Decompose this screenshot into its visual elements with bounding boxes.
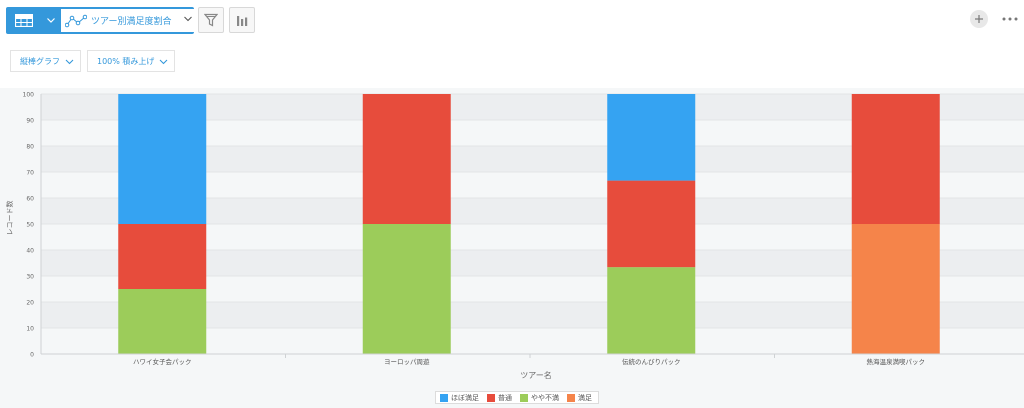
legend-item[interactable]: やや不満 bbox=[520, 393, 559, 403]
legend-swatch bbox=[487, 393, 495, 402]
bar-segment[interactable] bbox=[607, 267, 696, 354]
graph-button[interactable] bbox=[229, 7, 255, 33]
bar-segment[interactable] bbox=[607, 180, 696, 268]
more-icon bbox=[1002, 17, 1018, 21]
legend-item[interactable]: ほぼ満足 bbox=[440, 393, 479, 403]
table-icon bbox=[15, 14, 33, 27]
y-tick-label: 60 bbox=[26, 196, 34, 203]
view-select[interactable]: ツアー別満足度割合 bbox=[61, 9, 197, 32]
y-axis-label: レコード数 bbox=[5, 201, 14, 236]
filter-button[interactable] bbox=[198, 7, 224, 33]
bar-segment[interactable] bbox=[851, 94, 940, 224]
y-tick-label: 100 bbox=[23, 92, 35, 99]
chevron-down-icon bbox=[159, 59, 168, 65]
legend-label: ほぼ満足 bbox=[451, 393, 479, 402]
toolbar: ツアー別満足度割合 bbox=[0, 0, 1024, 40]
y-tick-label: 20 bbox=[26, 300, 34, 307]
y-tick-label: 0 bbox=[30, 352, 34, 359]
legend-swatch bbox=[567, 393, 575, 402]
y-tick-label: 40 bbox=[26, 248, 34, 255]
more-options-button[interactable] bbox=[1000, 10, 1020, 28]
line-graph-icon bbox=[65, 14, 87, 27]
chart-type-label: 縦棒グラフ bbox=[20, 56, 60, 66]
chart-legend: ほぼ満足 普通 やや不満 満足 bbox=[435, 391, 599, 404]
y-tick-label: 50 bbox=[26, 222, 34, 229]
view-type-dropdown[interactable] bbox=[42, 7, 60, 34]
bar-chart-icon bbox=[237, 16, 248, 26]
legend-swatch bbox=[520, 393, 528, 402]
stack-mode-dropdown[interactable]: 100% 積み上げ bbox=[87, 50, 175, 72]
legend-label: やや不満 bbox=[531, 393, 559, 402]
view-name: ツアー別満足度割合 bbox=[91, 17, 172, 27]
bar-segment[interactable] bbox=[362, 94, 451, 224]
bar-segment[interactable] bbox=[118, 94, 207, 224]
stack-mode-label: 100% 積み上げ bbox=[97, 56, 155, 66]
chevron-down-icon bbox=[47, 18, 55, 23]
stacked-bar-chart: 0 10 20 30 40 50 60 70 80 90 100 ハワイ女子会パック ヨーロッパ周遊 伝… bbox=[5, 92, 1024, 380]
legend-label: 普通 bbox=[498, 393, 512, 402]
view-switcher: ツアー別満足度割合 bbox=[6, 7, 197, 34]
bar-segment[interactable] bbox=[362, 224, 451, 354]
y-tick-label: 90 bbox=[26, 118, 34, 125]
x-axis-label: ツアー名 bbox=[520, 370, 552, 380]
x-tick-label: 伝統のんびりパック bbox=[622, 357, 681, 366]
y-tick-label: 10 bbox=[26, 326, 34, 333]
bar-segment[interactable] bbox=[607, 94, 696, 181]
legend-swatch bbox=[440, 393, 448, 402]
legend-item[interactable]: 普通 bbox=[487, 393, 512, 403]
x-tick-label: ハワイ女子会パック bbox=[133, 357, 192, 366]
bar-segment[interactable] bbox=[118, 224, 207, 289]
plus-icon bbox=[975, 15, 983, 23]
filter-icon bbox=[204, 13, 218, 27]
chart-area: 0 10 20 30 40 50 60 70 80 90 100 ハワイ女子会パック ヨーロッパ周遊 伝… bbox=[0, 88, 1024, 408]
bar-segment[interactable] bbox=[118, 289, 207, 354]
chevron-down-icon bbox=[65, 59, 74, 65]
bar-segment[interactable] bbox=[851, 224, 940, 354]
add-record-button[interactable] bbox=[970, 10, 988, 28]
x-tick-label: ヨーロッパ周遊 bbox=[384, 357, 430, 366]
chevron-down-icon bbox=[184, 16, 192, 22]
legend-item[interactable]: 満足 bbox=[567, 393, 592, 403]
y-tick-label: 80 bbox=[26, 144, 34, 151]
table-view-button[interactable] bbox=[6, 7, 42, 34]
x-tick-label: 熱海温泉満喫パック bbox=[867, 357, 926, 366]
legend-label: 満足 bbox=[578, 393, 592, 402]
y-tick-label: 70 bbox=[26, 170, 34, 177]
y-tick-label: 30 bbox=[26, 274, 34, 281]
chart-type-dropdown[interactable]: 縦棒グラフ bbox=[10, 50, 81, 72]
